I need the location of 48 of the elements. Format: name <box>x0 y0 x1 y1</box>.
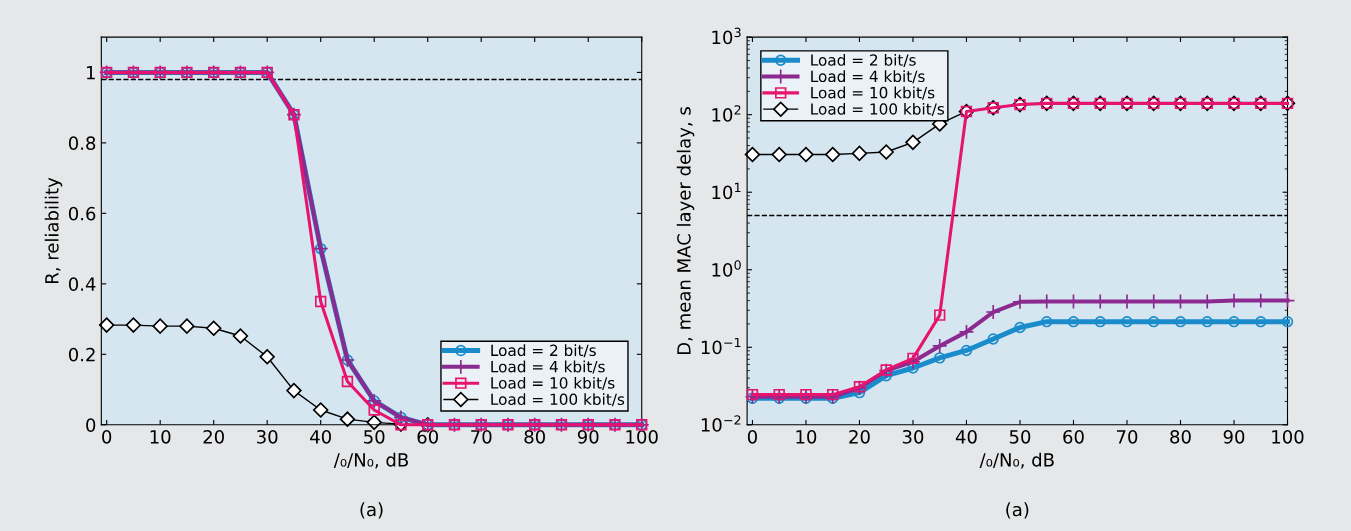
x-tick-label: 20 <box>849 429 870 444</box>
y-axis-title: D, mean MAC layer delay, s <box>676 107 695 354</box>
x-tick-label: 0 <box>102 429 112 444</box>
legend-label: Load = 100 kbit/s <box>811 102 945 116</box>
x-tick-label: 0 <box>747 429 757 444</box>
legend-label: Load = 2 bit/s <box>491 344 596 358</box>
y-tick-label: 10$^{2}$ <box>712 105 741 122</box>
y-tick-label: 10$^{−2}$ <box>701 415 741 432</box>
x-tick-label: 80 <box>524 429 545 444</box>
y-tick-label: 0.4 <box>68 277 96 291</box>
y-tick-label: 0.8 <box>68 136 96 150</box>
legend-label: Load = 10 kbit/s <box>491 376 615 390</box>
x-tick-label: 100 <box>626 429 658 444</box>
x-tick-label: 60 <box>417 429 438 444</box>
y-tick-label: 10$^{−1}$ <box>701 337 741 355</box>
x-tick-label: 70 <box>1116 429 1138 444</box>
legend-label: Load = 4 kbit/s <box>491 360 605 374</box>
x-tick-label: 20 <box>203 429 224 444</box>
x-axis-title: /₀/N₀, dB <box>979 452 1054 469</box>
x-tick-label: 30 <box>257 429 278 444</box>
legend-label: Load = 100 kbit/s <box>491 393 625 407</box>
y-tick-label: 0.2 <box>68 347 95 362</box>
x-tick-label: 80 <box>1170 429 1191 444</box>
y-tick-label: 10$^{0}$ <box>712 260 741 277</box>
y-axis-title: R, reliability <box>44 177 63 283</box>
x-tick-label: 50 <box>364 429 385 444</box>
x-tick-label: 90 <box>1223 429 1245 444</box>
y-tick-label: 10$^{1}$ <box>712 182 741 200</box>
x-tick-label: 90 <box>577 429 599 444</box>
x-tick-label: 70 <box>471 429 492 444</box>
x-tick-label: 10 <box>796 429 817 444</box>
x-tick-label: 60 <box>1063 429 1084 444</box>
legend-label: Load = 2 bit/s <box>811 53 916 67</box>
legend-label: Load = 4 kbit/s <box>811 70 925 84</box>
y-tick-label: 0.6 <box>68 206 96 221</box>
x-axis-title: /₀/N₀, dB <box>333 452 408 469</box>
text: (a) <box>1006 502 1029 519</box>
x-tick-label: 50 <box>1009 429 1031 444</box>
y-tick-label: 1 <box>86 66 95 80</box>
y-tick-label: 10$^{3}$ <box>712 27 741 45</box>
y-tick-label: 0 <box>86 418 96 432</box>
x-tick-label: 30 <box>902 429 924 444</box>
x-tick-label: 40 <box>955 429 977 444</box>
x-tick-label: 40 <box>310 429 331 444</box>
x-tick-label: 10 <box>150 429 171 444</box>
text: (a) <box>360 502 383 519</box>
x-tick-label: 100 <box>1272 429 1304 444</box>
legend-label: Load = 10 kbit/s <box>811 86 935 100</box>
